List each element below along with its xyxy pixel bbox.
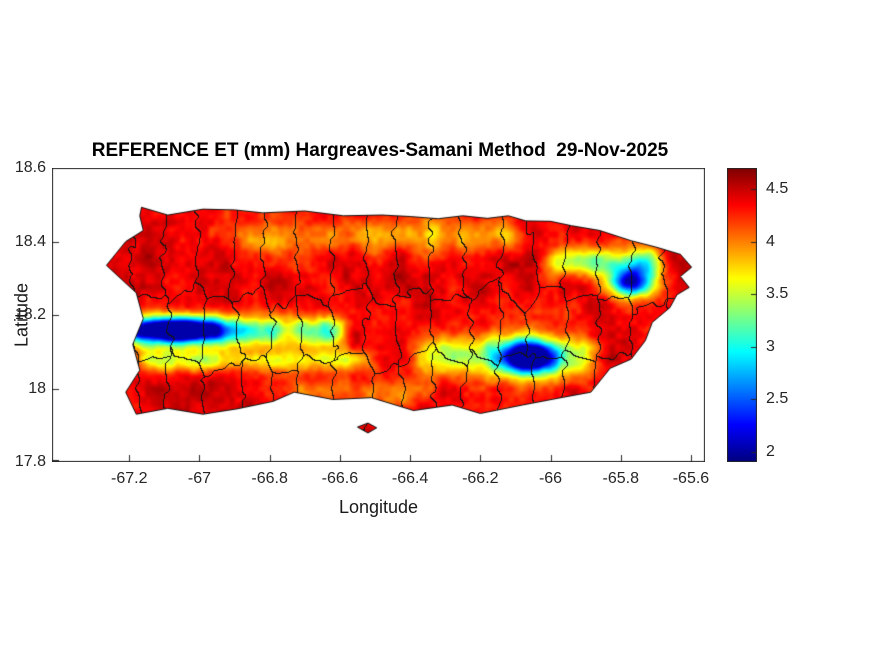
x-tick-label: -67.2 [111,470,148,487]
colorbar-tick-label: 2 [766,442,775,460]
x-tick-label: -67 [187,470,211,487]
colorbar-tick-label: 2.5 [766,390,789,407]
chart-title: REFERENCE ET (mm) Hargreaves-Samani Meth… [91,140,669,161]
x-tick-label: -66.6 [321,470,359,487]
y-tick-label: 18.2 [14,306,46,323]
colorbar [727,168,757,462]
x-axis-label: Longitude [338,497,419,517]
y-tick-label: 18.4 [14,232,46,250]
x-tick-label: -66.4 [391,470,429,487]
y-tick-label: 18 [28,379,46,397]
colorbar-tick-label: 4.5 [766,180,789,197]
y-tick-label: 17.8 [14,453,46,470]
y-tick-label: 18.6 [14,159,46,176]
x-tick-label: -66.2 [462,470,499,487]
x-tick-label: -65.6 [672,470,710,487]
colorbar-tick-label: 4 [766,232,775,250]
x-tick-label: -66.8 [251,470,288,487]
x-tick-label: -65.8 [602,470,639,487]
colorbar-tick-label: 3.5 [766,285,789,302]
x-tick-label: -66 [538,470,563,487]
colorbar-tick-label: 3 [766,337,775,355]
heatmap-canvas [52,168,705,462]
